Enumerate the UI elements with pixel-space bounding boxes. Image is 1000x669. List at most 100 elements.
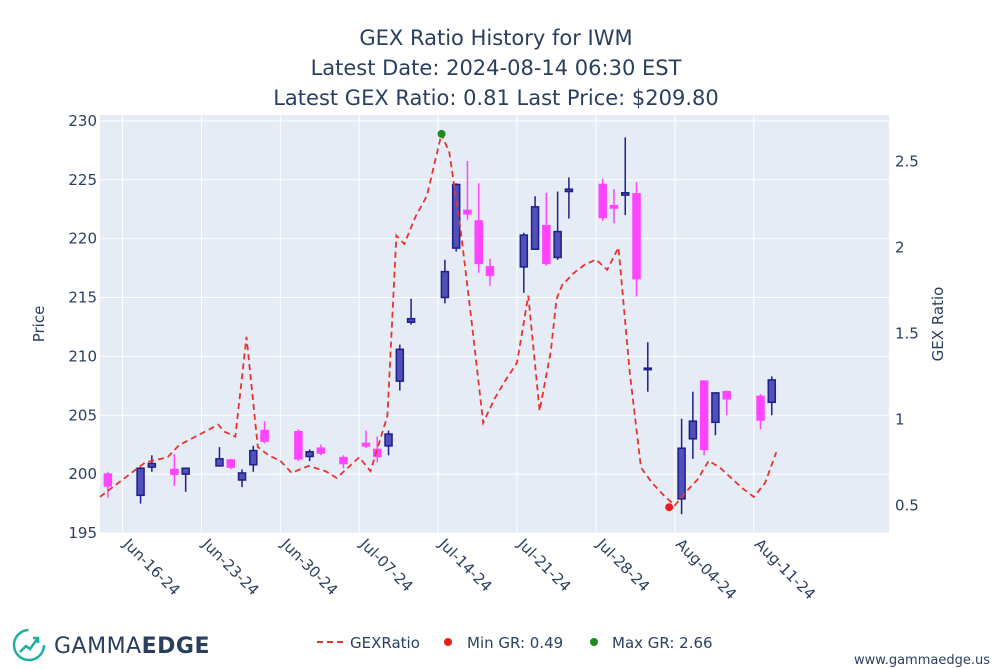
candle-body <box>440 270 450 299</box>
candle-body <box>519 234 529 268</box>
candle-body <box>406 317 416 323</box>
candle-body <box>620 191 630 196</box>
candle-body <box>553 230 562 259</box>
legend-min-swatch <box>444 638 452 646</box>
gex-axis-ticks: 0.5 1 1.5 2 2.5 <box>895 152 919 514</box>
candle-body <box>688 420 698 440</box>
legend: GEXRatio Min GR: 0.49 Max GR: 2.66 <box>317 634 713 652</box>
candle-up <box>620 137 630 216</box>
price-tick-label: 220 <box>68 230 97 248</box>
title-line-1: GEX Ratio History for IWM <box>359 26 632 50</box>
candle-up <box>688 391 698 459</box>
legend-min-label: Min GR: 0.49 <box>467 634 563 652</box>
candle-body <box>632 193 641 280</box>
candle-down <box>598 178 607 221</box>
price-axis-ticks: 195 200 205 210 215 220 225 230 <box>68 112 97 542</box>
legend-max-swatch <box>590 638 598 646</box>
candle-body <box>294 430 303 460</box>
logo-arrow-icon <box>33 636 40 643</box>
candle-body <box>339 456 348 465</box>
candle-up <box>237 469 247 488</box>
candle-up <box>406 298 416 325</box>
date-axis-ticks: Jun-16-24 Jun-23-24 Jun-30-24 Jul-07-24 Jul-… <box>119 534 819 603</box>
logo-ring-icon <box>12 628 46 662</box>
price-tick-label: 215 <box>68 289 97 307</box>
gex-tick-label: 2 <box>895 238 905 256</box>
candle-body <box>451 183 461 249</box>
candle-body <box>463 209 472 215</box>
candle-up <box>519 232 529 293</box>
candle-down <box>542 192 551 266</box>
date-tick-label: Jun-23-24 <box>198 534 263 599</box>
price-candles <box>103 137 777 515</box>
candle-up <box>711 392 720 436</box>
date-tick-label: Jun-30-24 <box>277 534 342 599</box>
candle-body <box>767 379 777 404</box>
candle-body <box>170 468 179 475</box>
candle-body <box>643 367 653 371</box>
candle-body <box>542 224 551 265</box>
candle-down <box>474 183 483 273</box>
date-tick-label: Jul-28-24 <box>592 534 653 595</box>
logo-edge: EDGE <box>142 634 210 659</box>
candle-body <box>181 467 190 475</box>
title-line-3: Latest GEX Ratio: 0.81 Last Price: $209.… <box>273 86 719 110</box>
date-tick-label: Aug-11-24 <box>751 535 819 603</box>
candle-body <box>260 429 269 442</box>
candle-down <box>339 455 348 469</box>
price-tick-label: 205 <box>68 406 97 424</box>
candle-body <box>530 206 540 250</box>
candle-body <box>373 448 382 458</box>
price-tick-label: 225 <box>68 171 97 189</box>
date-tick-label: Aug-04-24 <box>672 535 740 603</box>
candle-up <box>215 447 224 467</box>
candle-down <box>294 429 303 462</box>
plot-area <box>100 115 889 533</box>
candle-body <box>677 447 686 500</box>
candle-body <box>103 473 113 487</box>
gammaedge-logo: GAMMAEDGE <box>12 628 210 662</box>
candle-down <box>316 444 326 456</box>
price-axis-title: Price <box>30 306 48 343</box>
candle-up <box>136 467 145 504</box>
candle-down <box>632 182 641 297</box>
price-tick-label: 195 <box>68 524 97 542</box>
candle-body <box>609 204 619 209</box>
gex-tick-label: 2.5 <box>895 152 919 170</box>
max-gex-marker <box>437 129 446 138</box>
extreme-markers <box>437 129 674 512</box>
legend-gex-label: GEXRatio <box>350 634 420 652</box>
candle-up <box>530 196 540 250</box>
candle-body <box>756 395 765 421</box>
candle-body <box>485 266 495 276</box>
candle-body <box>249 449 258 466</box>
svg-text:GAMMAEDGE: GAMMAEDGE <box>54 634 210 659</box>
candle-up <box>767 376 777 416</box>
candle-down <box>756 394 765 430</box>
candle-down <box>226 458 235 470</box>
date-tick-label: Jul-07-24 <box>356 534 417 595</box>
candle-body <box>237 472 247 481</box>
candle-down <box>722 390 731 416</box>
candle-body <box>215 458 224 467</box>
candle-body <box>722 390 731 400</box>
candle-body <box>395 348 405 382</box>
legend-max-label: Max GR: 2.66 <box>612 634 713 652</box>
price-tick-label: 230 <box>68 112 97 130</box>
date-tick-label: Jul-21-24 <box>514 534 575 595</box>
candle-down <box>170 454 179 486</box>
candle-body <box>226 459 235 468</box>
candle-body <box>711 392 720 424</box>
candle-body <box>136 467 145 497</box>
candle-up <box>564 177 574 219</box>
candle-up <box>305 449 314 462</box>
candle-body <box>474 220 483 265</box>
logo-gamma: GAMMA <box>54 634 142 659</box>
date-tick-label: Jul-14-24 <box>435 534 496 595</box>
candle-down <box>260 421 269 444</box>
candle-up <box>395 344 405 391</box>
gex-axis-title: GEX Ratio <box>929 287 947 362</box>
candle-down <box>103 471 113 498</box>
candle-down <box>609 189 619 224</box>
